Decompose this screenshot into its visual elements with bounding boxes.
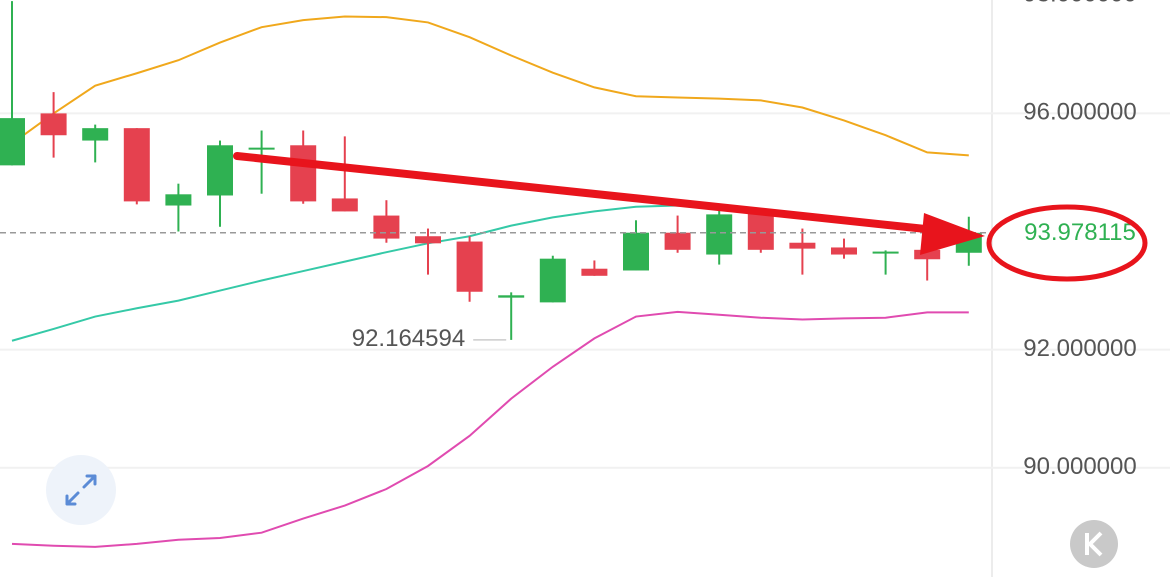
candle-body <box>872 251 899 254</box>
highlight-circle <box>986 204 1148 282</box>
y-tick-label: 96.000000 <box>1023 99 1136 126</box>
candle-body <box>40 113 67 136</box>
expand-icon[interactable] <box>65 474 97 506</box>
candle-body <box>914 249 941 260</box>
arrow-head <box>920 213 985 255</box>
candle-body <box>623 232 649 271</box>
k-button-bg[interactable] <box>1070 520 1118 568</box>
candle-body <box>664 232 691 250</box>
candle-body <box>747 212 774 250</box>
y-tick-label: 92.000000 <box>1023 335 1136 362</box>
band-line <box>11 15 969 157</box>
band-line <box>11 310 969 548</box>
arrow-shaft <box>233 152 939 234</box>
candle-body <box>706 214 733 255</box>
k-button[interactable] <box>1070 520 1118 568</box>
y-tick-label: 98.000000 <box>1023 0 1136 8</box>
plot: 90.000000 92.000000 96.000000 98.000000 93.9… <box>0 0 1170 548</box>
y-tick-label: 90.000000 <box>1023 453 1136 480</box>
candle-body <box>248 147 275 150</box>
candle-body <box>331 198 358 212</box>
k-icon[interactable] <box>1085 531 1103 557</box>
candle-body <box>207 145 233 196</box>
candle-body <box>581 268 608 276</box>
candle-body <box>123 128 150 202</box>
candle-body <box>373 215 400 239</box>
candle-body <box>82 128 109 141</box>
candle-body <box>165 194 192 206</box>
candle-body <box>456 241 483 292</box>
candle-body <box>498 295 525 298</box>
low-price-label: 92.164594 <box>352 325 465 352</box>
candle-body <box>539 258 566 303</box>
candle-body <box>789 242 816 249</box>
candle-body <box>290 145 317 202</box>
expand-button[interactable] <box>46 455 116 525</box>
candle-body <box>831 247 857 255</box>
trend-arrow <box>233 152 985 255</box>
expand-button-bg[interactable] <box>46 455 116 525</box>
candle-body <box>415 236 441 244</box>
candle-body <box>0 118 25 166</box>
last-price-label: 93.978115 <box>1024 219 1136 246</box>
